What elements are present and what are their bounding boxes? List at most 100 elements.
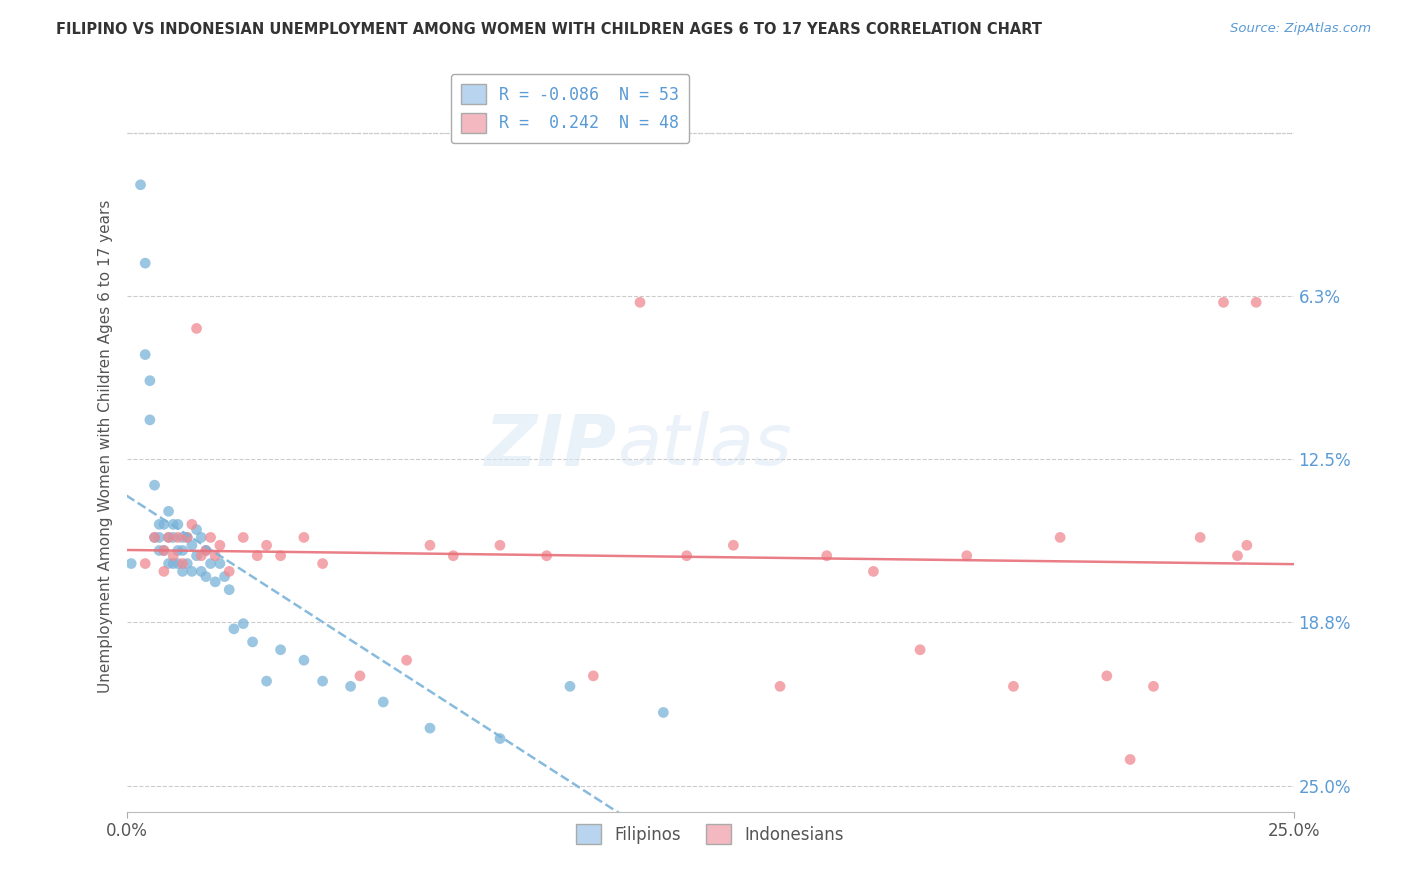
- Point: [153, 517, 176, 532]
- Point: [120, 557, 142, 571]
- Point: [1244, 295, 1267, 310]
- Point: [270, 549, 292, 563]
- Point: [1119, 752, 1142, 766]
- Point: [862, 565, 884, 579]
- Text: atlas: atlas: [617, 411, 792, 481]
- Point: [167, 530, 190, 544]
- Point: [176, 557, 198, 571]
- Point: [1002, 679, 1025, 693]
- Point: [815, 549, 838, 563]
- Point: [143, 478, 166, 492]
- Text: ZIP: ZIP: [485, 411, 617, 481]
- Point: [256, 538, 278, 552]
- Point: [148, 543, 170, 558]
- Point: [1049, 530, 1071, 544]
- Point: [200, 530, 222, 544]
- Point: [1142, 679, 1164, 693]
- Point: [157, 504, 180, 518]
- Point: [769, 679, 792, 693]
- Point: [148, 530, 170, 544]
- Point: [186, 523, 208, 537]
- Y-axis label: Unemployment Among Women with Children Ages 6 to 17 years: Unemployment Among Women with Children A…: [98, 199, 114, 693]
- Point: [194, 543, 217, 558]
- Point: [153, 543, 176, 558]
- Point: [208, 557, 231, 571]
- Point: [1189, 530, 1212, 544]
- Point: [148, 517, 170, 532]
- Point: [162, 530, 184, 544]
- Point: [194, 543, 217, 558]
- Point: [134, 557, 156, 571]
- Point: [208, 538, 231, 552]
- Text: FILIPINO VS INDONESIAN UNEMPLOYMENT AMONG WOMEN WITH CHILDREN AGES 6 TO 17 YEARS: FILIPINO VS INDONESIAN UNEMPLOYMENT AMON…: [56, 22, 1042, 37]
- Point: [956, 549, 979, 563]
- Point: [157, 557, 180, 571]
- Point: [292, 530, 315, 544]
- Point: [536, 549, 558, 563]
- Point: [172, 565, 194, 579]
- Point: [162, 557, 184, 571]
- Point: [176, 530, 198, 544]
- Point: [129, 178, 152, 192]
- Point: [441, 549, 464, 563]
- Point: [311, 557, 333, 571]
- Point: [582, 669, 605, 683]
- Point: [134, 256, 156, 270]
- Point: [180, 538, 202, 552]
- Point: [167, 557, 190, 571]
- Point: [162, 549, 184, 563]
- Point: [395, 653, 418, 667]
- Point: [204, 549, 226, 563]
- Point: [232, 616, 254, 631]
- Point: [292, 653, 315, 667]
- Point: [186, 549, 208, 563]
- Point: [172, 543, 194, 558]
- Point: [339, 679, 361, 693]
- Point: [558, 679, 581, 693]
- Point: [190, 565, 212, 579]
- Point: [167, 517, 190, 532]
- Point: [908, 642, 931, 657]
- Point: [200, 557, 222, 571]
- Point: [256, 674, 278, 689]
- Point: [190, 530, 212, 544]
- Point: [214, 569, 236, 583]
- Point: [167, 543, 190, 558]
- Point: [270, 642, 292, 657]
- Point: [1095, 669, 1118, 683]
- Point: [134, 348, 156, 362]
- Point: [172, 557, 194, 571]
- Point: [176, 530, 198, 544]
- Point: [419, 721, 441, 735]
- Point: [139, 374, 162, 388]
- Legend: Filipinos, Indonesians: Filipinos, Indonesians: [569, 817, 851, 851]
- Text: Source: ZipAtlas.com: Source: ZipAtlas.com: [1230, 22, 1371, 36]
- Point: [246, 549, 269, 563]
- Point: [143, 530, 166, 544]
- Point: [242, 635, 264, 649]
- Point: [489, 731, 512, 746]
- Point: [162, 517, 184, 532]
- Point: [153, 565, 176, 579]
- Point: [1236, 538, 1258, 552]
- Point: [373, 695, 395, 709]
- Point: [222, 622, 245, 636]
- Point: [143, 530, 166, 544]
- Point: [180, 517, 202, 532]
- Point: [1226, 549, 1249, 563]
- Point: [172, 530, 194, 544]
- Point: [204, 574, 226, 589]
- Point: [218, 582, 240, 597]
- Point: [419, 538, 441, 552]
- Point: [628, 295, 651, 310]
- Point: [652, 706, 675, 720]
- Point: [153, 543, 176, 558]
- Point: [489, 538, 512, 552]
- Point: [139, 413, 162, 427]
- Point: [157, 530, 180, 544]
- Point: [180, 565, 202, 579]
- Point: [1212, 295, 1234, 310]
- Point: [186, 321, 208, 335]
- Point: [232, 530, 254, 544]
- Point: [194, 569, 217, 583]
